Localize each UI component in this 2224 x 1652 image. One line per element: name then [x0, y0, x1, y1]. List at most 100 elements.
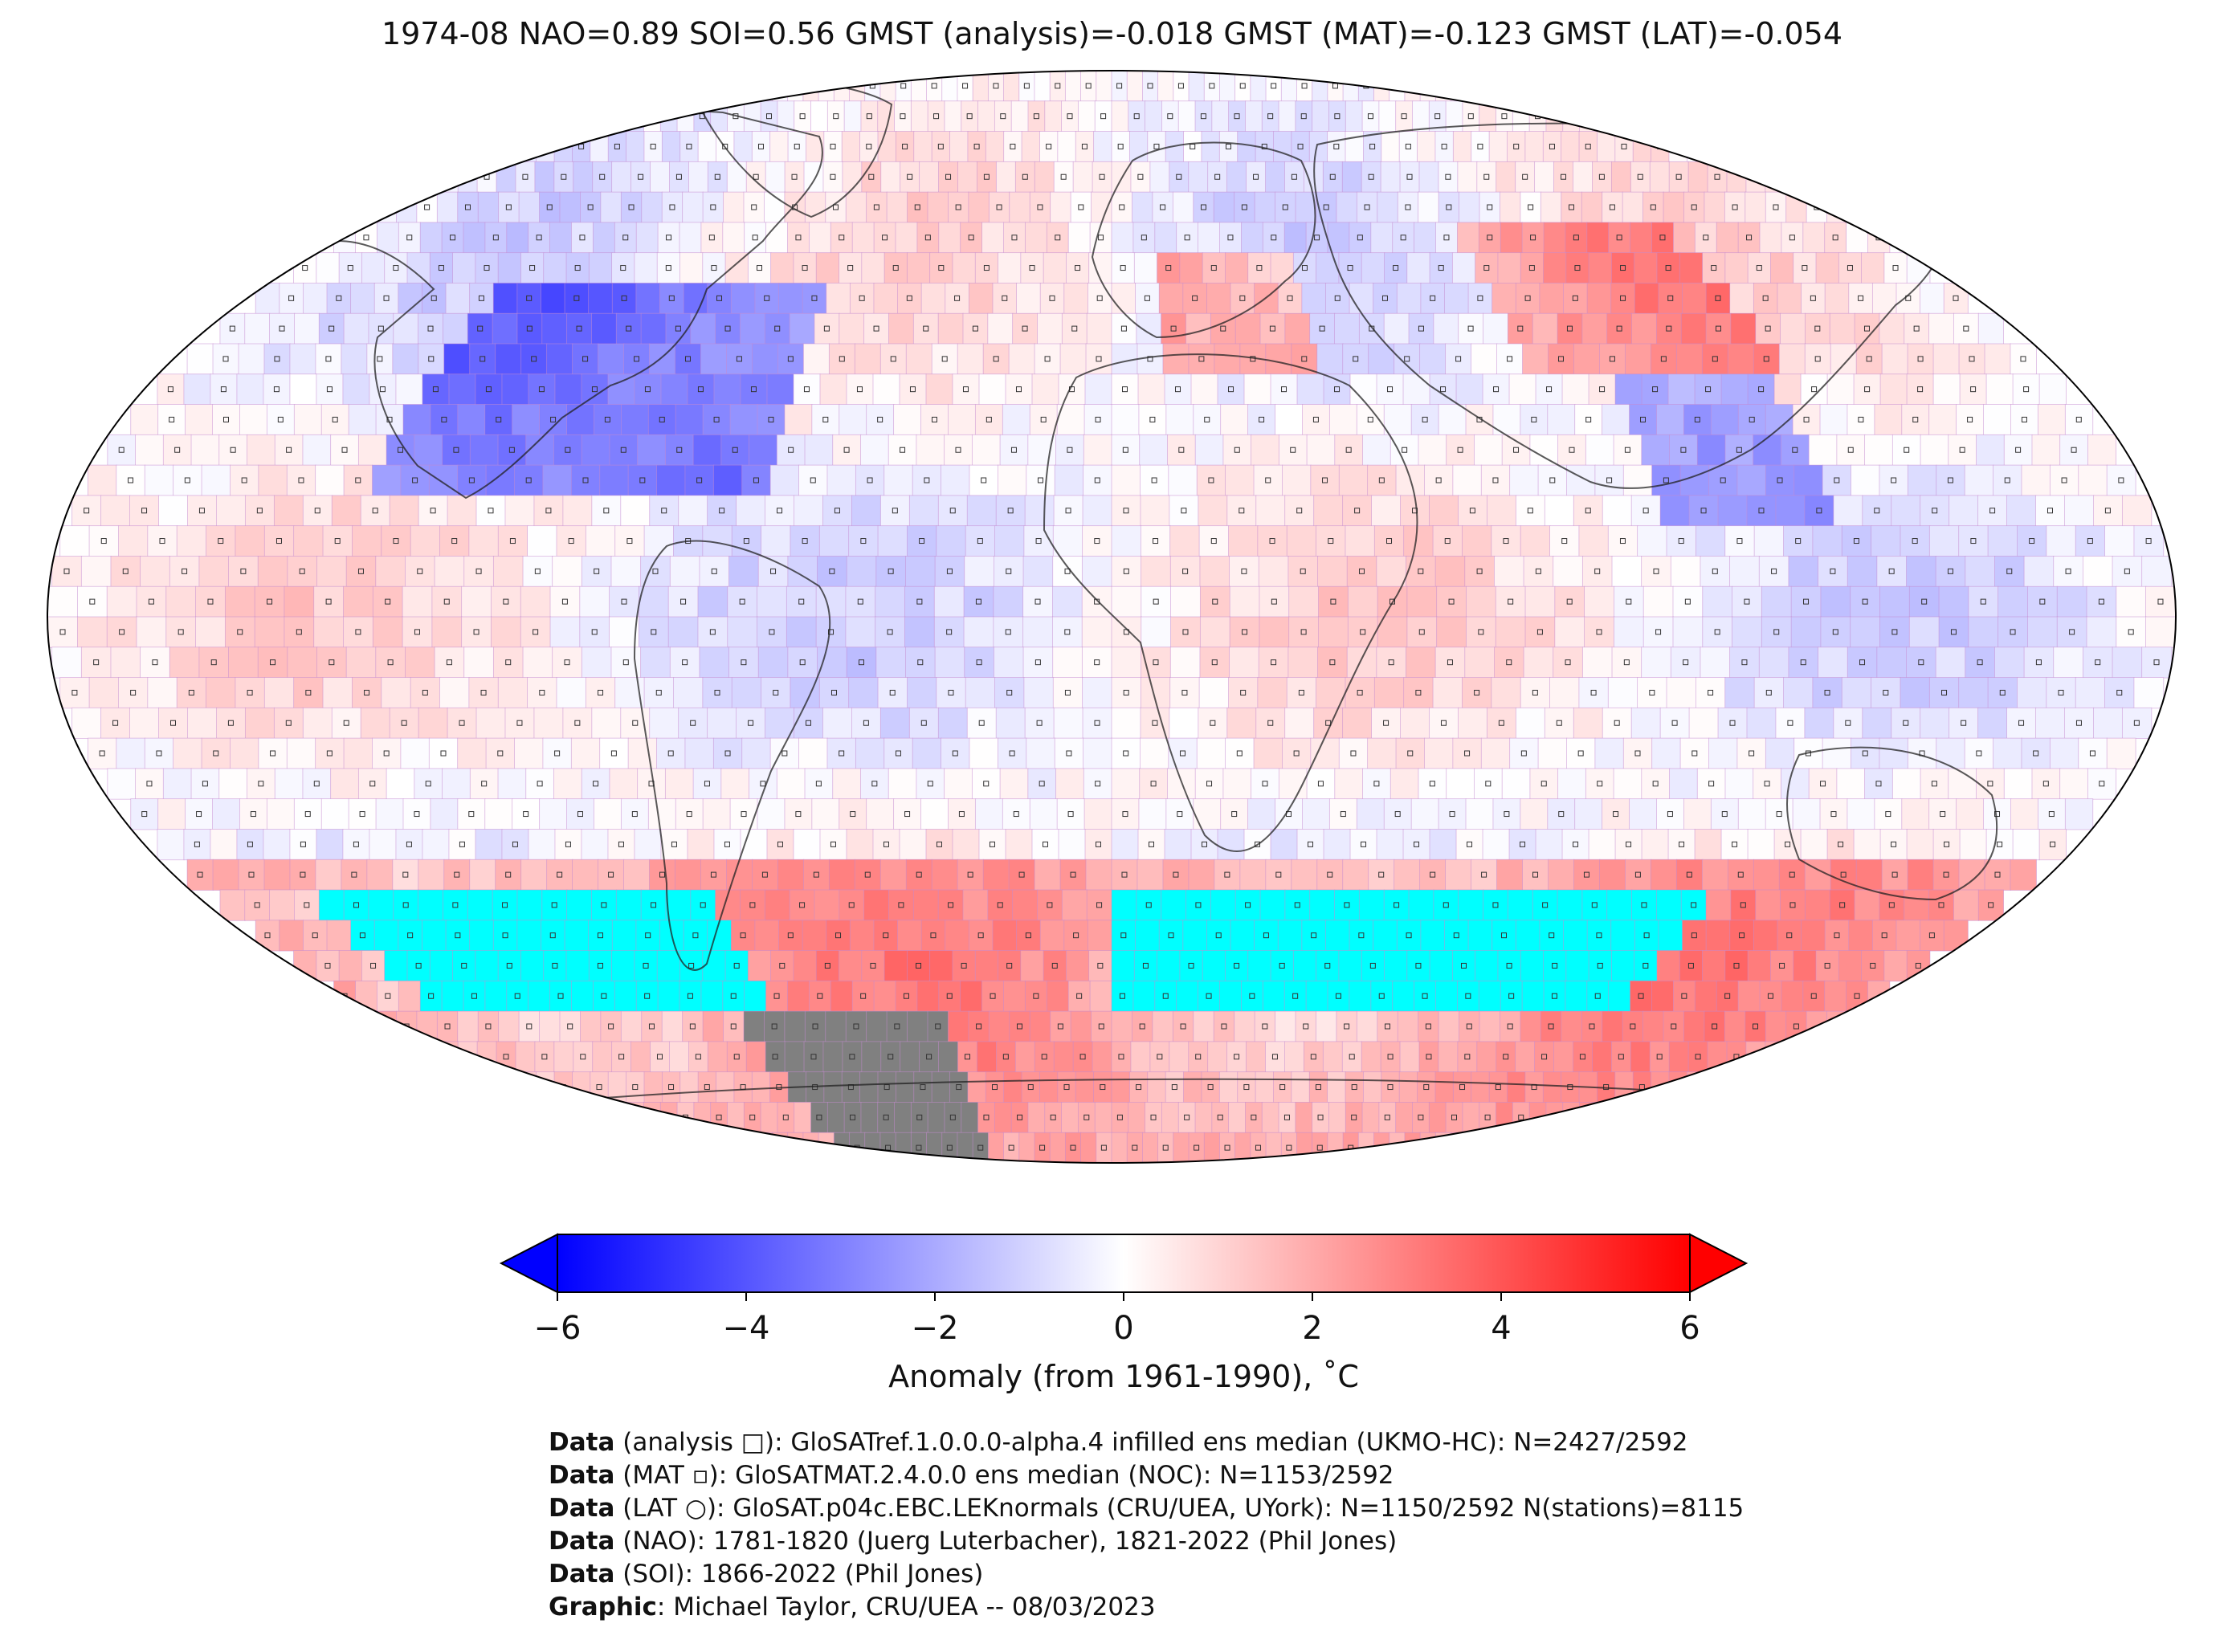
- analysis-marker: [1367, 416, 1373, 422]
- grid-cell: [715, 312, 741, 345]
- caption-line-text: (SOI): 1866-2022 (Phil Jones): [614, 1560, 984, 1589]
- analysis-marker: [1256, 265, 1263, 271]
- analysis-marker: [1659, 235, 1666, 241]
- grid-cell: [630, 161, 651, 194]
- analysis-marker: [711, 265, 717, 271]
- analysis-marker: [614, 143, 620, 149]
- grid-cell: [1356, 191, 1378, 223]
- grid-cell: [1883, 252, 1908, 284]
- grid-cell: [1336, 191, 1358, 223]
- grid-cell: [186, 343, 214, 375]
- grid-cell: [1701, 343, 1729, 375]
- grid-cell: [506, 222, 529, 254]
- analysis-marker: [1802, 265, 1808, 271]
- caption-line: Data (LAT ○): GloSAT.p04c.EBC.LEKnormals…: [549, 1492, 1744, 1525]
- analysis-marker: [1098, 235, 1104, 241]
- grid-cell: [157, 404, 186, 436]
- grid-cell: [1383, 312, 1410, 345]
- analysis-marker: [823, 325, 830, 332]
- grid-cell: [1599, 343, 1626, 375]
- analysis-marker: [1549, 143, 1555, 149]
- grid-cell: [707, 283, 732, 315]
- analysis-marker: [1319, 325, 1325, 332]
- analysis-marker: [1081, 143, 1088, 149]
- analysis-marker: [1334, 113, 1341, 120]
- grid-cell: [457, 191, 479, 223]
- grid-cell: [559, 191, 582, 223]
- analysis-marker: [983, 265, 990, 271]
- analysis-marker: [1660, 356, 1667, 362]
- analysis-marker: [1287, 295, 1293, 301]
- grid-cell: [1759, 222, 1782, 254]
- analysis-marker: [873, 204, 879, 210]
- analysis-marker: [1367, 113, 1373, 120]
- grid-cell: [343, 312, 369, 345]
- analysis-marker: [622, 235, 629, 241]
- colorbar-label: Anomaly (from 1961-1990), ˚C: [888, 1359, 1359, 1394]
- analysis-marker: [1712, 356, 1718, 362]
- grid-cell: [1002, 404, 1031, 436]
- grid-cell: [845, 191, 867, 223]
- analysis-marker: [1291, 173, 1297, 180]
- analysis-marker: [222, 416, 229, 422]
- grid-cell: [1361, 252, 1385, 284]
- grid-cell: [1137, 373, 1165, 406]
- grid-cell: [1958, 343, 1985, 375]
- grid-cell: [1034, 161, 1055, 194]
- grid-cell: [1135, 283, 1161, 315]
- grid-cell: [1193, 191, 1215, 223]
- grid-cell: [1072, 161, 1093, 194]
- analysis-marker: [2020, 356, 2026, 362]
- analysis-marker: [1267, 113, 1274, 120]
- analysis-marker: [288, 295, 295, 301]
- analysis-marker: [1616, 325, 1622, 332]
- colorbar-tick-label: −4: [723, 1310, 770, 1347]
- grid-cell: [1402, 373, 1430, 406]
- analysis-marker: [1022, 325, 1028, 332]
- grid-cell: [1520, 252, 1545, 284]
- analysis-marker: [1117, 143, 1124, 149]
- grid-cell: [879, 343, 908, 375]
- analysis-marker: [882, 235, 888, 241]
- analysis-marker: [1381, 295, 1388, 301]
- grid-cell: [1826, 373, 1855, 406]
- grid-cell: [1467, 283, 1493, 315]
- grid-cell: [1720, 373, 1749, 406]
- grid-cell: [549, 222, 573, 254]
- grid-cell: [1977, 312, 2004, 345]
- grid-cell: [467, 312, 494, 345]
- analysis-marker: [1100, 113, 1107, 120]
- analysis-marker: [1477, 295, 1483, 301]
- grid-cell: [811, 404, 840, 436]
- analysis-marker: [1369, 143, 1376, 149]
- grid-cell: [2038, 373, 2067, 406]
- grid-cell: [326, 283, 352, 315]
- grid-cell: [765, 161, 786, 194]
- grid-cell: [1500, 191, 1521, 223]
- grid-cell: [1475, 252, 1499, 284]
- analysis-marker: [750, 386, 757, 393]
- analysis-marker: [1404, 356, 1410, 362]
- grid-cell: [395, 373, 423, 406]
- grid-cell: [1433, 312, 1459, 345]
- grid-cell: [448, 373, 476, 406]
- grid-cell: [1959, 373, 1987, 406]
- grid-cell: [1066, 252, 1090, 284]
- analysis-marker: [479, 356, 486, 362]
- grid-cell: [634, 373, 662, 406]
- analysis-marker: [1557, 356, 1564, 362]
- grid-cell: [1247, 252, 1271, 284]
- analysis-marker: [1167, 113, 1173, 120]
- analysis-marker: [1758, 386, 1765, 393]
- analysis-marker: [1228, 386, 1234, 393]
- analysis-marker: [220, 386, 226, 393]
- analysis-marker: [799, 113, 806, 120]
- grid-cell: [495, 343, 522, 375]
- grid-cell: [1029, 404, 1059, 436]
- analysis-marker: [1282, 204, 1288, 210]
- analysis-marker: [1434, 113, 1441, 120]
- analysis-marker: [325, 356, 332, 362]
- grid-cell: [1592, 161, 1613, 194]
- analysis-marker: [1517, 325, 1524, 332]
- grid-cell: [566, 404, 595, 436]
